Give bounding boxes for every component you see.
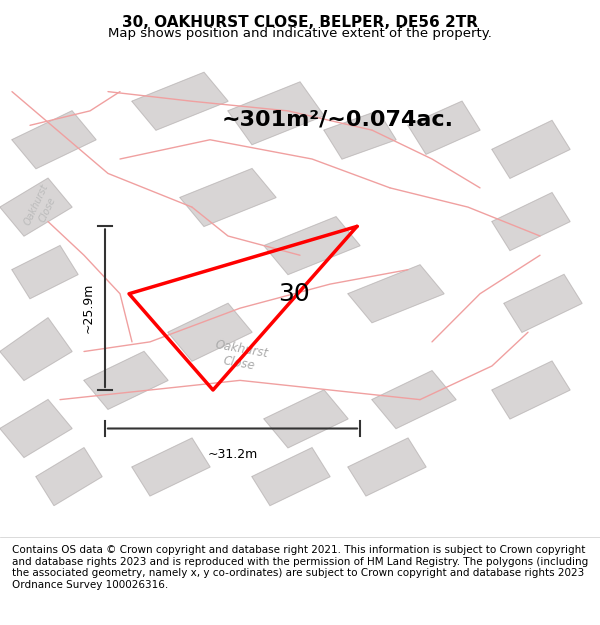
Text: ~301m²/~0.074ac.: ~301m²/~0.074ac. bbox=[222, 109, 454, 129]
Polygon shape bbox=[0, 178, 72, 236]
Polygon shape bbox=[492, 121, 570, 178]
Text: ~31.2m: ~31.2m bbox=[208, 448, 257, 461]
Polygon shape bbox=[252, 448, 330, 506]
Polygon shape bbox=[12, 246, 78, 299]
Polygon shape bbox=[492, 361, 570, 419]
Polygon shape bbox=[492, 192, 570, 251]
Polygon shape bbox=[324, 111, 396, 159]
Polygon shape bbox=[36, 448, 102, 506]
Polygon shape bbox=[180, 169, 276, 226]
Polygon shape bbox=[132, 438, 210, 496]
Text: Contains OS data © Crown copyright and database right 2021. This information is : Contains OS data © Crown copyright and d… bbox=[12, 545, 588, 590]
Polygon shape bbox=[0, 399, 72, 458]
Polygon shape bbox=[348, 438, 426, 496]
Text: Oakhurst
Close: Oakhurst Close bbox=[23, 182, 61, 232]
Text: 30, OAKHURST CLOSE, BELPER, DE56 2TR: 30, OAKHURST CLOSE, BELPER, DE56 2TR bbox=[122, 15, 478, 30]
Text: ~25.9m: ~25.9m bbox=[81, 283, 94, 333]
Text: Oakhurst
Close: Oakhurst Close bbox=[211, 338, 269, 375]
Text: Map shows position and indicative extent of the property.: Map shows position and indicative extent… bbox=[108, 27, 492, 40]
Polygon shape bbox=[504, 274, 582, 332]
Polygon shape bbox=[372, 371, 456, 429]
Polygon shape bbox=[0, 318, 72, 381]
Polygon shape bbox=[132, 72, 228, 130]
Polygon shape bbox=[264, 390, 348, 448]
Polygon shape bbox=[84, 351, 168, 409]
Polygon shape bbox=[228, 82, 324, 144]
Polygon shape bbox=[168, 303, 252, 361]
Polygon shape bbox=[264, 217, 360, 274]
Polygon shape bbox=[408, 101, 480, 154]
Polygon shape bbox=[348, 265, 444, 322]
Text: 30: 30 bbox=[278, 282, 310, 306]
Polygon shape bbox=[12, 111, 96, 169]
